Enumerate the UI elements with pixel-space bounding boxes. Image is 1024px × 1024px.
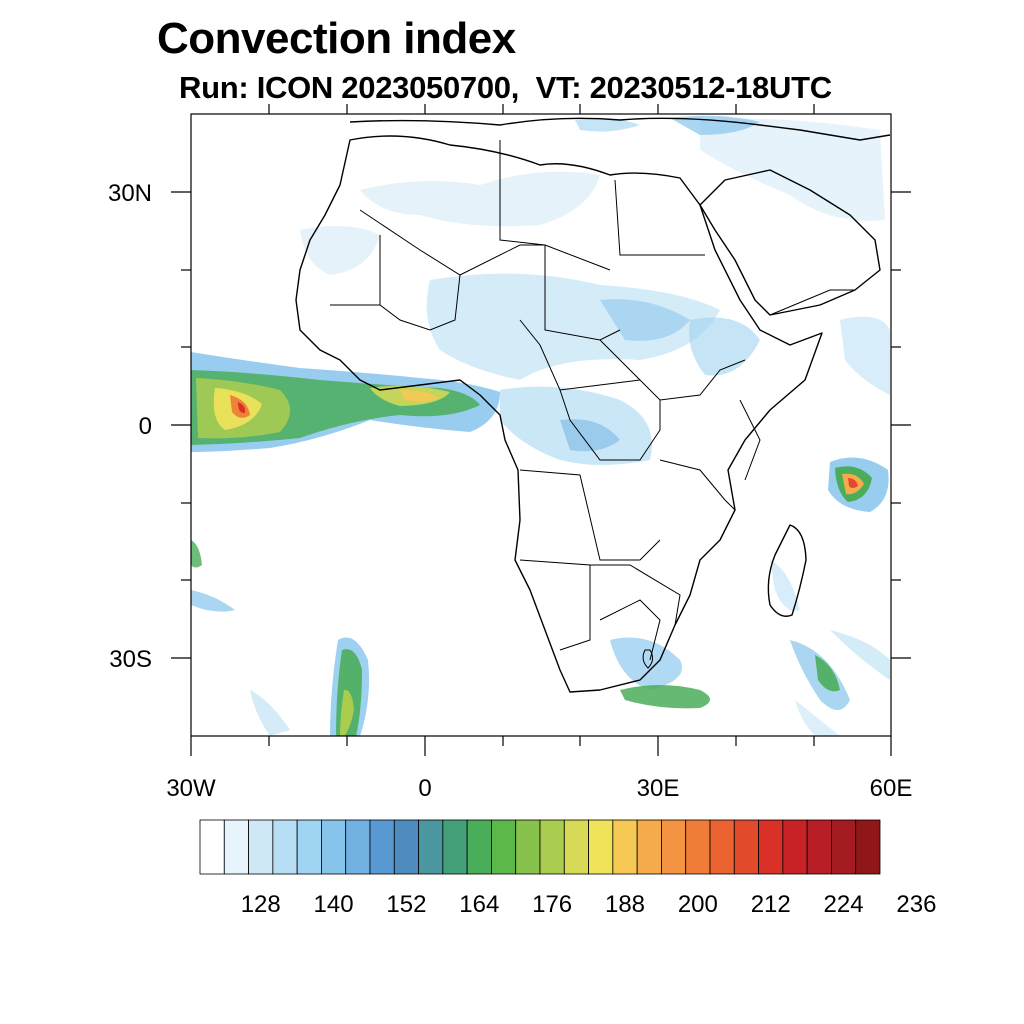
colorbar-box <box>393 819 419 875</box>
colorbar-box <box>418 819 444 875</box>
colorbar-box <box>466 819 492 875</box>
colorbar-box <box>636 819 662 875</box>
colorbar-box <box>442 819 468 875</box>
colorbar-boxes <box>199 819 881 875</box>
colorbar-box <box>612 819 638 875</box>
colorbar-box <box>831 819 857 875</box>
lon-label-0: 0 <box>418 775 431 802</box>
colorbar-label: 236 <box>896 891 936 918</box>
colorbar-box <box>345 819 371 875</box>
colorbar-label: 152 <box>386 891 426 918</box>
colorbar-box <box>321 819 347 875</box>
country-borders <box>330 140 855 669</box>
colorbar-label: 128 <box>241 891 281 918</box>
colorbar-label: 188 <box>605 891 645 918</box>
lon-label-30w: 30W <box>166 775 216 802</box>
chart-title: Convection index <box>157 14 516 63</box>
convection-field <box>191 115 890 736</box>
axis-ticks <box>171 104 911 756</box>
colorbar-box <box>491 819 517 875</box>
lat-label-0: 0 <box>139 413 152 440</box>
lat-label-30n: 30N <box>108 180 152 207</box>
colorbar-box <box>223 819 249 875</box>
colorbar-box <box>782 819 808 875</box>
lon-label-30e: 30E <box>637 775 680 802</box>
chart-subtitle: Run: ICON 2023050700, VT: 20230512-18UTC <box>179 70 832 105</box>
colorbar-box <box>296 819 322 875</box>
colorbar-box <box>539 819 565 875</box>
colorbar-box <box>369 819 395 875</box>
colorbar-box <box>685 819 711 875</box>
colorbar-box <box>248 819 274 875</box>
colorbar-box <box>588 819 614 875</box>
colorbar-box <box>272 819 298 875</box>
colorbar-label: 176 <box>532 891 572 918</box>
colorbar-box <box>199 819 225 875</box>
colorbar-label: 140 <box>314 891 354 918</box>
colorbar-box <box>806 819 832 875</box>
coastlines <box>295 117 891 693</box>
colorbar-label: 224 <box>824 891 864 918</box>
colorbar-box <box>733 819 759 875</box>
colorbar-box <box>661 819 687 875</box>
lat-label-30s: 30S <box>109 646 152 673</box>
colorbar-label: 212 <box>751 891 791 918</box>
lon-label-60e: 60E <box>870 775 913 802</box>
colorbar-box <box>563 819 589 875</box>
colorbar-box <box>758 819 784 875</box>
colorbar-label: 200 <box>678 891 718 918</box>
colorbar-box <box>515 819 541 875</box>
colorbar-box <box>855 819 881 875</box>
map-plot-area <box>191 115 891 736</box>
colorbar-labels: 128 140 152 164 176 188 200 212 224 236 <box>241 891 937 918</box>
colorbar-box <box>709 819 735 875</box>
colorbar-label: 164 <box>459 891 499 918</box>
